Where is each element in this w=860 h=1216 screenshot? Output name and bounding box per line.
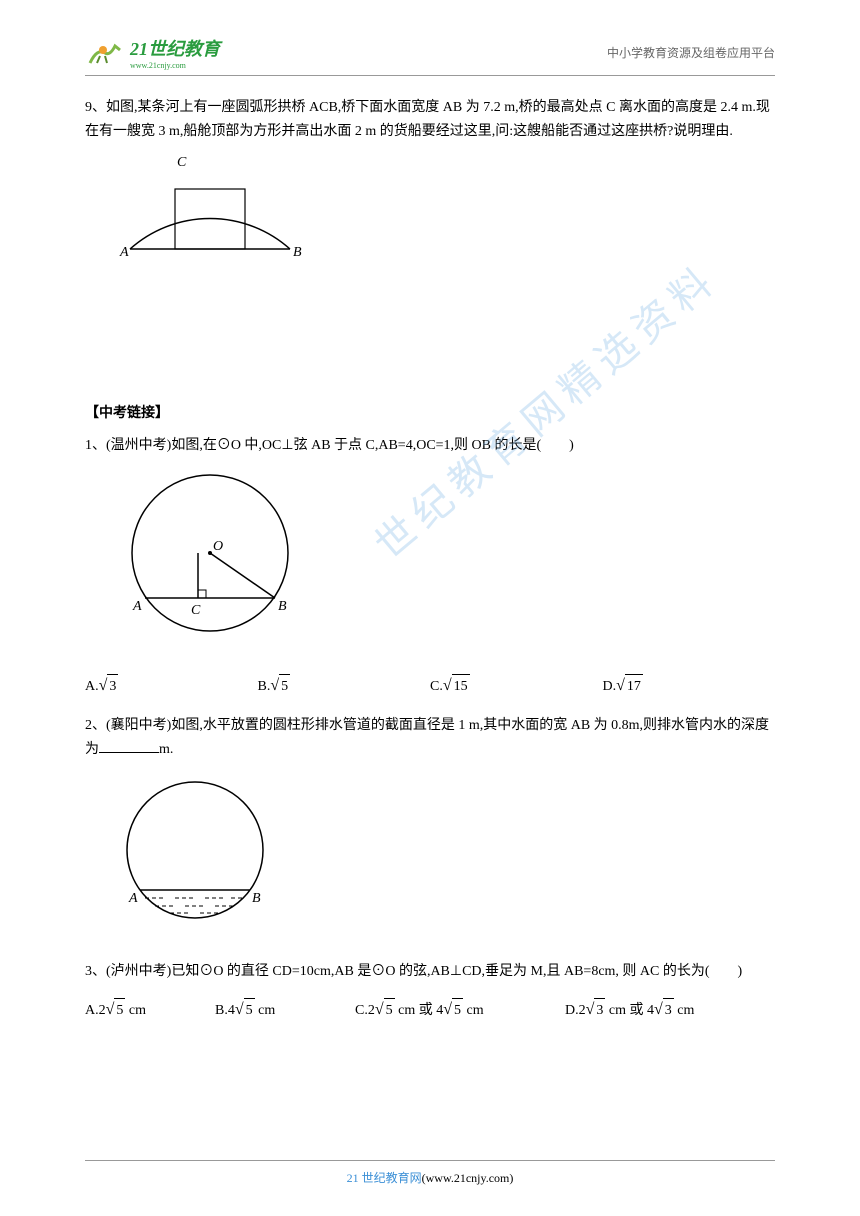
- q1-option-b: B.√5: [258, 672, 431, 699]
- q1-diagram: O A B C: [115, 468, 775, 652]
- footer-rest: (www.21cnjy.com): [422, 1171, 514, 1185]
- svg-text:A: A: [132, 599, 142, 614]
- header-right-text: 中小学教育资源及组卷应用平台: [607, 44, 775, 61]
- q3-option-b: B.4√5 cm: [215, 996, 355, 1023]
- logo-area: 21世纪教育 www.21cnjy.com: [85, 35, 220, 70]
- q3-option-a: A.2√5 cm: [85, 996, 215, 1023]
- logo-main-text: 21世纪教育: [130, 35, 220, 61]
- svg-text:B: B: [293, 245, 302, 260]
- q9-text: 9、如图,某条河上有一座圆弧形拱桥 ACB,桥下面水面宽度 AB 为 7.2 m…: [85, 100, 770, 139]
- footer-blue: 21 世纪教育网: [347, 1171, 422, 1185]
- svg-text:O: O: [213, 539, 223, 554]
- question-3: 3、(泸州中考)已知⊙O 的直径 CD=10cm,AB 是⊙O 的弦,AB⊥CD…: [85, 960, 775, 1023]
- q1-option-d: D.√17: [603, 672, 776, 699]
- svg-text:A: A: [128, 891, 138, 906]
- question-2: 2、(襄阳中考)如图,水平放置的圆柱形排水管道的截面直径是 1 m,其中水面的宽…: [85, 714, 775, 940]
- svg-text:B: B: [278, 599, 287, 614]
- q9-diagram: A B C: [115, 154, 775, 273]
- q1-options: A.√3 B.√5 C.√15 D.√17: [85, 672, 775, 699]
- q1-option-c: C.√15: [430, 672, 603, 699]
- q3-options: A.2√5 cm B.4√5 cm C.2√5 cm 或 4√5 cm D.2√…: [85, 996, 775, 1023]
- page-footer: 21 世纪教育网(www.21cnjy.com): [85, 1160, 775, 1186]
- q2-text-pre: 2、(襄阳中考)如图,水平放置的圆柱形排水管道的截面直径是 1 m,其中水面的宽…: [85, 718, 769, 757]
- question-1: 1、(温州中考)如图,在⊙O 中,OC⊥弦 AB 于点 C,AB=4,OC=1,…: [85, 434, 775, 699]
- q1-text: 1、(温州中考)如图,在⊙O 中,OC⊥弦 AB 于点 C,AB=4,OC=1,…: [85, 438, 574, 453]
- q3-option-d: D.2√3 cm 或 4√3 cm: [565, 996, 694, 1023]
- question-9: 9、如图,某条河上有一座圆弧形拱桥 ACB,桥下面水面宽度 AB 为 7.2 m…: [85, 96, 775, 272]
- logo-sub-text: www.21cnjy.com: [130, 61, 220, 70]
- svg-text:C: C: [191, 603, 201, 618]
- q2-diagram: A B: [115, 772, 775, 941]
- page-header: 21世纪教育 www.21cnjy.com 中小学教育资源及组卷应用平台: [85, 35, 775, 76]
- svg-text:C: C: [177, 155, 187, 170]
- q1-option-a: A.√3: [85, 672, 258, 699]
- q2-blank: [99, 752, 159, 753]
- q3-text: 3、(泸州中考)已知⊙O 的直径 CD=10cm,AB 是⊙O 的弦,AB⊥CD…: [85, 964, 742, 979]
- q2-text-post: m.: [159, 742, 173, 757]
- content-area: 9、如图,某条河上有一座圆弧形拱桥 ACB,桥下面水面宽度 AB 为 7.2 m…: [85, 96, 775, 1023]
- svg-text:A: A: [119, 245, 129, 260]
- svg-text:B: B: [252, 891, 261, 906]
- section-title: 【中考链接】: [85, 402, 775, 426]
- logo-text: 21世纪教育 www.21cnjy.com: [130, 35, 220, 70]
- logo-icon: [85, 38, 125, 68]
- q3-option-c: C.2√5 cm 或 4√5 cm: [355, 996, 565, 1023]
